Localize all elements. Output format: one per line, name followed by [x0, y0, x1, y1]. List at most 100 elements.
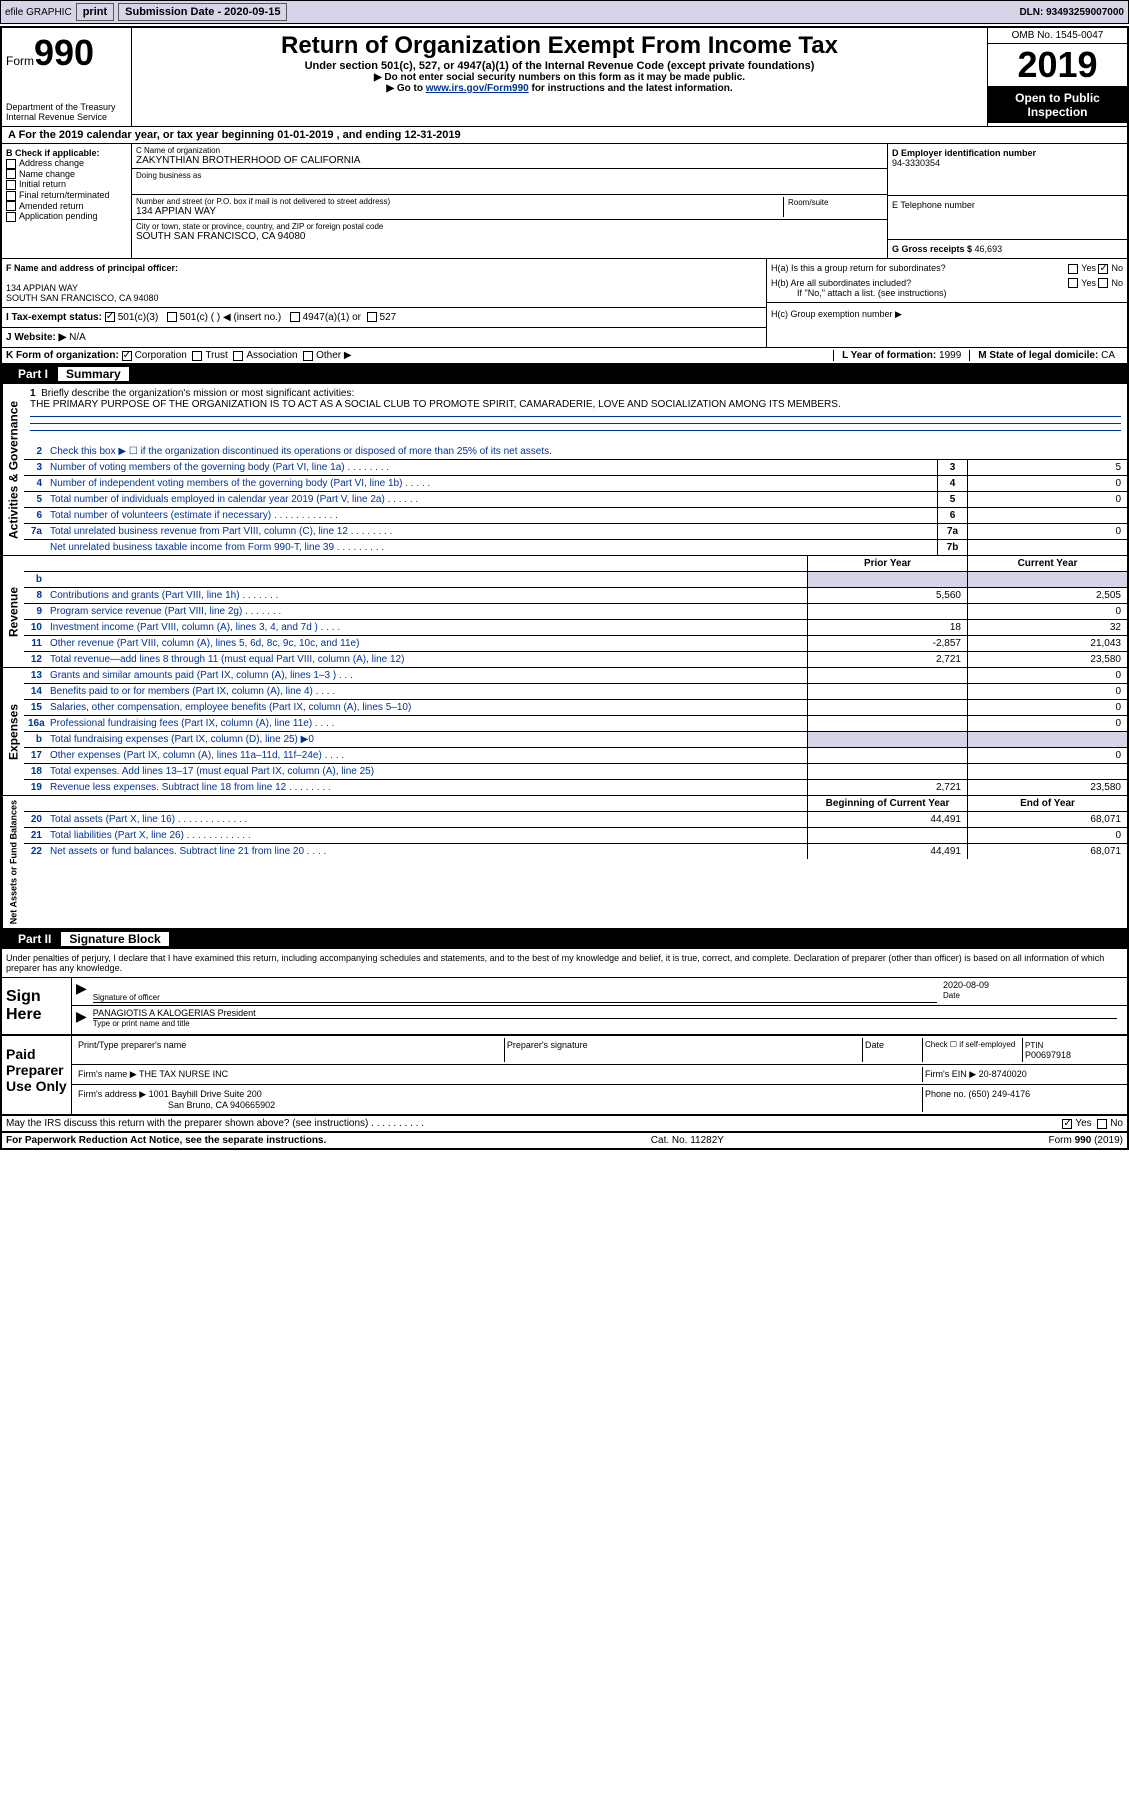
data-line: 12Total revenue—add lines 8 through 11 (… [24, 651, 1127, 667]
checkbox-hb-yes[interactable] [1068, 278, 1078, 288]
box-h: H(a) Is this a group return for subordin… [767, 259, 1127, 347]
checkbox-other[interactable] [303, 351, 313, 361]
paid-preparer-label: Paid Preparer Use Only [2, 1036, 72, 1114]
checkbox-trust[interactable] [192, 351, 202, 361]
checkbox-initial-return[interactable] [6, 180, 16, 190]
year-formation: 1999 [939, 350, 961, 361]
checkbox-pending[interactable] [6, 212, 16, 222]
data-line: b [24, 572, 1127, 587]
efile-label: efile GRAPHIC [5, 7, 72, 18]
checkbox-501c[interactable] [167, 312, 177, 322]
checkbox-ha-yes[interactable] [1068, 264, 1078, 274]
org-name: ZAKYNTHIAN BROTHERHOOD OF CALIFORNIA [136, 155, 883, 166]
part2-header: Part II Signature Block [2, 929, 1127, 949]
instructions-link[interactable]: www.irs.gov/Form990 [426, 83, 529, 94]
data-line: 10Investment income (Part VIII, column (… [24, 619, 1127, 635]
rev-col-headers: Prior Year Current Year [24, 556, 1127, 572]
tax-exempt-row: I Tax-exempt status: 501(c)(3) 501(c) ( … [2, 308, 766, 328]
vtab-governance: Activities & Governance [2, 384, 24, 555]
part1-header: Part I Summary [2, 364, 1127, 384]
form-container: Form990 Department of the Treasury Inter… [0, 26, 1129, 1150]
data-line: 9Program service revenue (Part VIII, lin… [24, 603, 1127, 619]
data-line: 8Contributions and grants (Part VIII, li… [24, 587, 1127, 603]
box-d-e-g: D Employer identification number 94-3330… [887, 144, 1127, 258]
form-title-box: Return of Organization Exempt From Incom… [132, 28, 987, 126]
net-col-headers: Beginning of Current Year End of Year [24, 796, 1127, 812]
checkbox-hb-no[interactable] [1098, 278, 1108, 288]
k-l-m-row: K Form of organization: Corporation Trus… [2, 348, 1127, 364]
arrow-icon: ▶ [76, 1008, 87, 1028]
open-public-badge: Open to Public Inspection [988, 87, 1127, 123]
firm-name: THE TAX NURSE INC [139, 1069, 228, 1079]
gross-receipts: 46,693 [975, 244, 1003, 254]
data-line: 16aProfessional fundraising fees (Part I… [24, 715, 1127, 731]
data-line: 21Total liabilities (Part X, line 26) . … [24, 827, 1127, 843]
sig-date: 2020-08-09 [943, 980, 989, 990]
ptin: P00697918 [1025, 1050, 1071, 1060]
gov-line: 5Total number of individuals employed in… [24, 491, 1127, 507]
entity-section: B Check if applicable: Address change Na… [2, 144, 1127, 259]
revenue-section: Revenue Prior Year Current Year b8Contri… [2, 556, 1127, 668]
net-assets-section: Net Assets or Fund Balances Beginning of… [2, 796, 1127, 929]
line-a: A For the 2019 calendar year, or tax yea… [2, 127, 1127, 144]
data-line: 13Grants and similar amounts paid (Part … [24, 668, 1127, 683]
officer-name: PANAGIOTIS A KALOGERIAS President [93, 1008, 256, 1018]
arrow-icon: ▶ [76, 980, 87, 1003]
form-id-box: Form990 Department of the Treasury Inter… [2, 28, 132, 126]
governance-section: Activities & Governance 1 Briefly descri… [2, 384, 1127, 556]
data-line: 22Net assets or fund balances. Subtract … [24, 843, 1127, 859]
mission-text: THE PRIMARY PURPOSE OF THE ORGANIZATION … [30, 399, 841, 410]
website-row: J Website: ▶ N/A [2, 328, 766, 347]
checkbox-501c3[interactable] [105, 312, 115, 322]
gov-line: 4Number of independent voting members of… [24, 475, 1127, 491]
footer: For Paperwork Reduction Act Notice, see … [2, 1133, 1127, 1148]
street-address: 134 APPIAN WAY [136, 206, 783, 217]
checkbox-ha-no[interactable] [1098, 264, 1108, 274]
gov-line: 7aTotal unrelated business revenue from … [24, 523, 1127, 539]
firm-phone: (650) 249-4176 [969, 1089, 1031, 1099]
data-line: 18Total expenses. Add lines 13–17 (must … [24, 763, 1127, 779]
omb-number: OMB No. 1545-0047 [988, 28, 1127, 44]
vtab-expenses: Expenses [2, 668, 24, 795]
data-line: 19Revenue less expenses. Subtract line 1… [24, 779, 1127, 795]
mission-block: 1 Briefly describe the organization's mi… [24, 384, 1127, 444]
sig-declaration: Under penalties of perjury, I declare th… [2, 949, 1127, 978]
sign-here-row: Sign Here ▶ Signature of officer 2020-08… [2, 978, 1127, 1036]
checkbox-amended[interactable] [6, 201, 16, 211]
state-domicile: CA [1101, 350, 1115, 361]
data-line: 14Benefits paid to or for members (Part … [24, 683, 1127, 699]
dept-label: Department of the Treasury Internal Reve… [6, 102, 127, 122]
checkbox-final-return[interactable] [6, 191, 16, 201]
checkbox-assoc[interactable] [233, 351, 243, 361]
data-line: 15Salaries, other compensation, employee… [24, 699, 1127, 715]
data-line: 11Other revenue (Part VIII, column (A), … [24, 635, 1127, 651]
submission-date-button[interactable]: Submission Date - 2020-09-15 [118, 3, 287, 21]
vtab-revenue: Revenue [2, 556, 24, 667]
checkbox-address-change[interactable] [6, 159, 16, 169]
toolbar: efile GRAPHIC print Submission Date - 20… [0, 0, 1129, 24]
checkbox-corp[interactable] [122, 351, 132, 361]
f-h-section: F Name and address of principal officer:… [2, 259, 1127, 348]
data-line: 17Other expenses (Part IX, column (A), l… [24, 747, 1127, 763]
checkbox-discuss-yes[interactable] [1062, 1119, 1072, 1129]
box-b: B Check if applicable: Address change Na… [2, 144, 132, 258]
checkbox-name-change[interactable] [6, 169, 16, 179]
discuss-row: May the IRS discuss this return with the… [2, 1116, 1127, 1133]
print-button[interactable]: print [76, 3, 114, 21]
vtab-net-assets: Net Assets or Fund Balances [2, 796, 24, 928]
tax-year: 2019 [988, 44, 1127, 87]
box-f: F Name and address of principal officer:… [2, 259, 766, 308]
checkbox-discuss-no[interactable] [1097, 1119, 1107, 1129]
gov-line: 3Number of voting members of the governi… [24, 459, 1127, 475]
gov-line: 6Total number of volunteers (estimate if… [24, 507, 1127, 523]
data-line: bTotal fundraising expenses (Part IX, co… [24, 731, 1127, 747]
form-header: Form990 Department of the Treasury Inter… [2, 28, 1127, 127]
data-line: 20Total assets (Part X, line 16) . . . .… [24, 812, 1127, 827]
firm-ein: 20-8740020 [979, 1069, 1027, 1079]
gov-line: 2Check this box ▶ ☐ if the organization … [24, 444, 1127, 459]
page-title: Return of Organization Exempt From Incom… [138, 32, 981, 60]
box-c: C Name of organization ZAKYNTHIAN BROTHE… [132, 144, 887, 258]
checkbox-4947[interactable] [290, 312, 300, 322]
year-box: OMB No. 1545-0047 2019 Open to Public In… [987, 28, 1127, 126]
checkbox-527[interactable] [367, 312, 377, 322]
